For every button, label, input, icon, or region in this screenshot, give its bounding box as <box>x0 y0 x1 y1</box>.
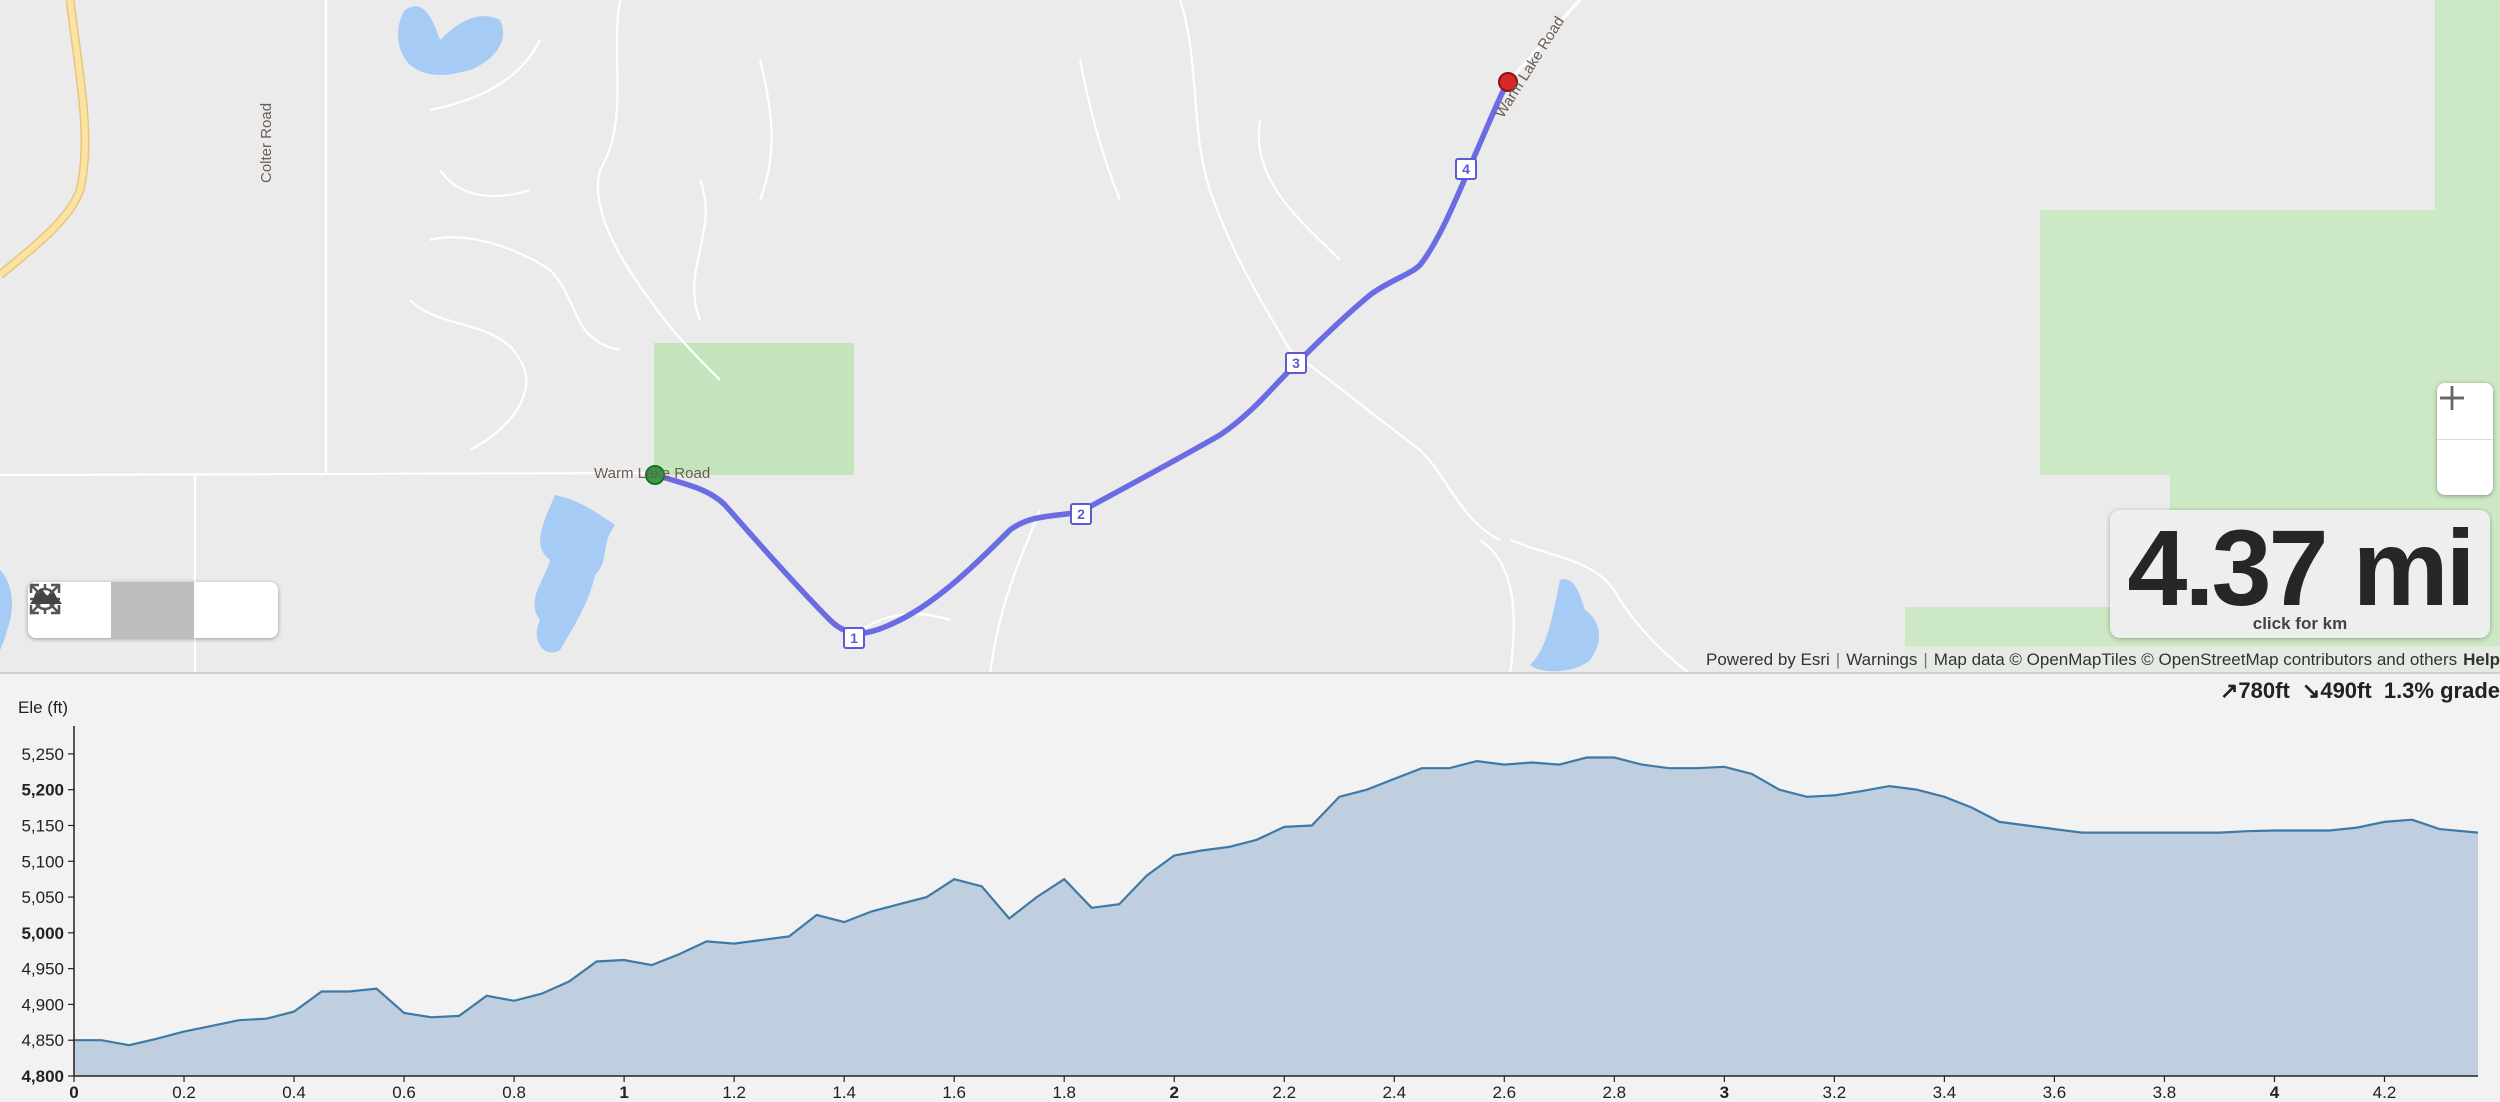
elevation-stats: ↗780ft ↘490ft 1.3% grade <box>2214 678 2500 704</box>
y-tick-label: 4,800 <box>21 1067 64 1086</box>
x-tick-label: 0.2 <box>172 1083 196 1102</box>
route-distance: 4.37 mi <box>2127 507 2475 628</box>
route-line <box>652 79 1511 636</box>
park-area <box>1905 0 2500 672</box>
x-tick-label: 0 <box>69 1083 78 1102</box>
elevation-chart[interactable]: Ele (ft) 4,800 4,850 4,900 4,950 5,000 5,050 5… <box>0 676 2500 1102</box>
x-tick-label: 3.2 <box>1823 1083 1847 1102</box>
x-tick-label: 2.6 <box>1492 1083 1516 1102</box>
x-tick-label: 3.4 <box>1933 1083 1957 1102</box>
y-tick-label: 5,000 <box>21 924 64 943</box>
warnings-link[interactable]: Warnings <box>1846 650 1918 669</box>
y-tick-label: 4,950 <box>21 960 64 979</box>
y-tick-label: 5,200 <box>21 781 64 800</box>
highway <box>0 0 90 279</box>
street-label-warm-lake: Warm Lake Road <box>594 465 711 482</box>
x-tick-label: 0.8 <box>502 1083 526 1102</box>
distance-unit-hint: click for km <box>2252 614 2348 633</box>
x-tick-label: 1.8 <box>1052 1083 1076 1102</box>
y-tick-label: 5,250 <box>21 745 64 764</box>
map-attribution: Powered by Esri | Warnings | Map data © Open… <box>1698 646 2500 672</box>
map[interactable]: 1 2 3 4 Colter Road Warm Lake Road Warm … <box>0 0 2500 674</box>
x-tick-label: 3 <box>1720 1083 1729 1102</box>
x-tick-label: 2.8 <box>1603 1083 1627 1102</box>
water <box>0 6 1600 672</box>
total-climb: ↗780ft <box>2219 678 2290 703</box>
x-tick-label: 2 <box>1169 1083 1178 1102</box>
x-tick-label: 1 <box>619 1083 628 1102</box>
x-tick-label: 3.8 <box>2153 1083 2177 1102</box>
y-tick-label: 5,050 <box>21 888 64 907</box>
help-link[interactable]: Help <box>2463 650 2500 669</box>
elevation-area <box>74 757 2478 1076</box>
x-tick-label: 1.4 <box>832 1083 856 1102</box>
x-tick-label: 2.2 <box>1272 1083 1296 1102</box>
mile-marker-2: 2 <box>1070 503 1092 525</box>
y-tick-label: 5,150 <box>21 816 64 835</box>
fullscreen-button[interactable] <box>29 582 277 638</box>
minor-roads <box>0 0 1690 672</box>
x-tick-label: 4 <box>2270 1083 2280 1102</box>
terrain-icon <box>30 588 62 604</box>
elevation-line <box>74 756 2479 1047</box>
park-area <box>654 343 854 475</box>
route-end-icon <box>1498 72 1518 92</box>
y-tick-label: 5,100 <box>21 852 64 871</box>
total-descent: ↘490ft <box>2301 678 2372 703</box>
map-controls <box>28 582 278 638</box>
route-start-icon <box>645 465 665 485</box>
x-tick-label: 3.6 <box>2043 1083 2067 1102</box>
x-tick-label: 1.2 <box>722 1083 746 1102</box>
mile-marker-1: 1 <box>843 627 865 649</box>
map-data-credit[interactable]: Map data © OpenMapTiles © OpenStreetMap … <box>1933 650 2458 669</box>
distance-toggle[interactable]: 4.37 mi click for km <box>2110 510 2490 638</box>
x-tick-label: 2.4 <box>1382 1083 1406 1102</box>
y-tick-label: 4,900 <box>21 995 64 1014</box>
terrain-button[interactable] <box>30 582 194 638</box>
mile-marker-4: 4 <box>1455 158 1477 180</box>
average-grade: 1.3% grade <box>2383 678 2500 703</box>
y-axis-label: Ele (ft) <box>18 698 68 717</box>
fullscreen-icon <box>29 583 61 615</box>
x-tick-label: 0.4 <box>282 1083 306 1102</box>
esri-credit[interactable]: Powered by Esri <box>1706 650 1830 669</box>
x-tick-label: 0.6 <box>392 1083 416 1102</box>
minus-icon <box>2440 396 2464 400</box>
x-tick-label: 1.6 <box>942 1083 966 1102</box>
x-tick-label: 4.2 <box>2373 1083 2397 1102</box>
mile-marker-3: 3 <box>1285 352 1307 374</box>
zoom-control <box>2437 383 2493 495</box>
map-canvas <box>0 0 2500 672</box>
zoom-out-button[interactable] <box>2437 396 2493 495</box>
y-tick-label: 4,850 <box>21 1031 64 1050</box>
street-label-colter: Colter Road <box>258 102 275 183</box>
